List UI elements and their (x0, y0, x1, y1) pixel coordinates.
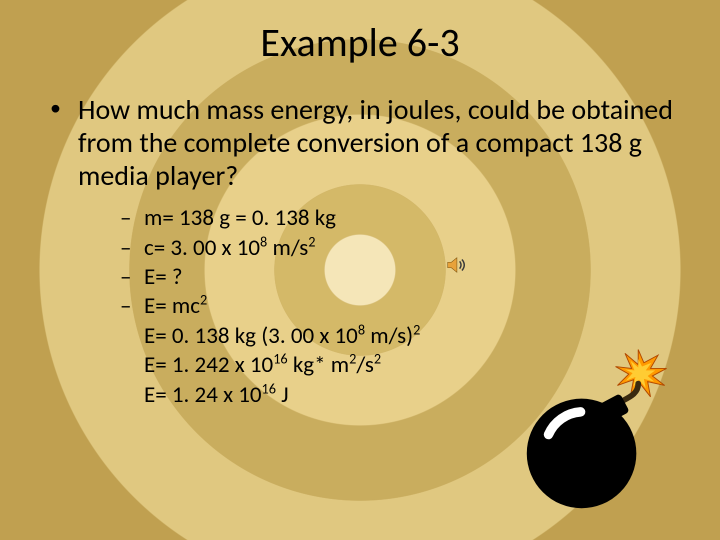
text: E= 1. 242 x 10 (144, 351, 273, 379)
dash-icon (120, 322, 144, 351)
text: m/s (267, 234, 308, 262)
work-line-7: E= 1. 24 x 1016 J (144, 381, 289, 410)
list-item: – E= ? (120, 263, 682, 292)
work-line-2: c= 3. 00 x 108 m/s2 (144, 234, 316, 263)
dash-icon (120, 381, 144, 410)
list-item: – E= mc2 (120, 292, 682, 321)
work-line-4: E= mc2 (144, 292, 207, 321)
superscript: 2 (374, 350, 381, 368)
bomb-icon (496, 342, 686, 512)
dash-icon: – (120, 292, 144, 321)
bullet-dot-icon: • (50, 93, 78, 192)
work-line-6: E= 1. 242 x 1016 kg* m2/s2 (144, 351, 381, 380)
text: /s (356, 351, 373, 379)
work-line-3: E= ? (144, 263, 183, 292)
text: E= 0. 138 kg (3. 00 x 10 (144, 322, 358, 350)
superscript: 16 (273, 350, 287, 368)
superscript: 8 (358, 320, 365, 338)
work-line-1: m= 138 g = 0. 138 kg (144, 204, 336, 233)
superscript: 2 (308, 232, 315, 250)
text: kg* m (288, 351, 350, 379)
text: E= mc (144, 292, 200, 320)
superscript: 16 (262, 379, 276, 397)
superscript: 2 (200, 291, 207, 309)
question-text: How much mass energy, in joules, could b… (78, 93, 682, 192)
text: J (276, 381, 289, 409)
question-bullet: • How much mass energy, in joules, could… (50, 93, 682, 192)
dash-icon (120, 351, 144, 380)
list-item: – c= 3. 00 x 108 m/s2 (120, 234, 682, 263)
speaker-icon[interactable] (445, 254, 467, 276)
spark-icon (616, 350, 667, 397)
slide-title: Example 6-3 (0, 0, 720, 67)
list-item: – m= 138 g = 0. 138 kg (120, 204, 682, 233)
text: c= 3. 00 x 10 (144, 234, 260, 262)
dash-icon: – (120, 263, 144, 292)
text: m/s) (365, 322, 413, 350)
superscript: 2 (413, 320, 420, 338)
work-line-5: E= 0. 138 kg (3. 00 x 108 m/s)2 (144, 322, 420, 351)
dash-icon: – (120, 234, 144, 263)
dash-icon: – (120, 204, 144, 233)
text: E= 1. 24 x 10 (144, 381, 262, 409)
